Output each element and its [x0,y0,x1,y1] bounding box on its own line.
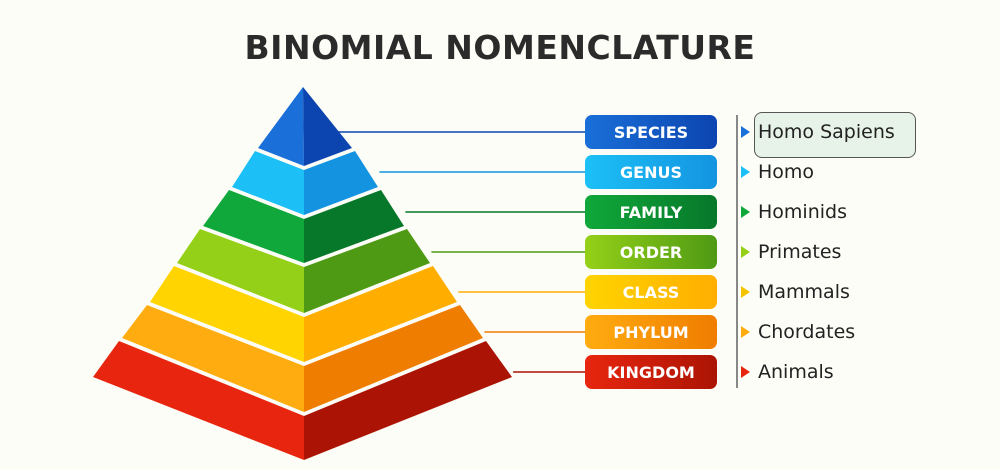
triangle-bullet-icon [741,286,750,298]
diagram-title: BINOMIAL NOMENCLATURE [244,28,756,67]
pyramid-layer-right-face [304,229,430,313]
rank-label-phylum: PHYLUM [585,315,717,349]
example-text: Hominids [758,201,847,223]
pyramid-layer-right-face [304,341,512,460]
divider [736,115,738,388]
example-text: Mammals [758,281,850,303]
rank-label-genus: GENUS [585,155,717,189]
rank-label-kingdom: KINGDOM [585,355,717,389]
pyramid-layer-left-face [122,305,304,412]
pyramid-layer-left-face [177,229,304,313]
pyramid-layer-left-face [258,87,304,166]
example-text: Homo [758,161,815,183]
rank-label-order: ORDER [585,235,717,269]
example-text: Animals [758,361,834,383]
example-text: Chordates [758,321,856,343]
pyramid-layer-left-face [203,190,304,263]
example-item: Homo [741,155,814,189]
example-item: Homo Sapiens [741,115,895,149]
example-text: Primates [758,241,842,263]
pyramid-layer-left-face [150,266,304,362]
triangle-bullet-icon [741,206,750,218]
example-item: Hominids [741,195,847,229]
rank-label-class: CLASS [585,275,717,309]
rank-label-family: FAMILY [585,195,717,229]
highlight-box [754,112,916,158]
example-item: Primates [741,235,841,269]
pyramid-layer-right-face [303,87,352,166]
pyramid-layer-right-face [304,266,457,362]
triangle-bullet-icon [741,126,750,138]
triangle-bullet-icon [741,326,750,338]
pyramid-layer-left-face [232,151,304,215]
pyramid-layer-right-face [304,151,378,215]
example-item: Chordates [741,315,855,349]
example-text: Homo Sapiens [758,121,895,143]
example-item: Animals [741,355,834,389]
pyramid-layer-right-face [304,190,404,263]
rank-label-species: SPECIES [585,115,717,149]
example-item: Mammals [741,275,850,309]
pyramid-layer-left-face [93,341,304,460]
triangle-bullet-icon [741,246,750,258]
triangle-bullet-icon [741,366,750,378]
triangle-bullet-icon [741,166,750,178]
pyramid-layer-right-face [304,305,483,412]
